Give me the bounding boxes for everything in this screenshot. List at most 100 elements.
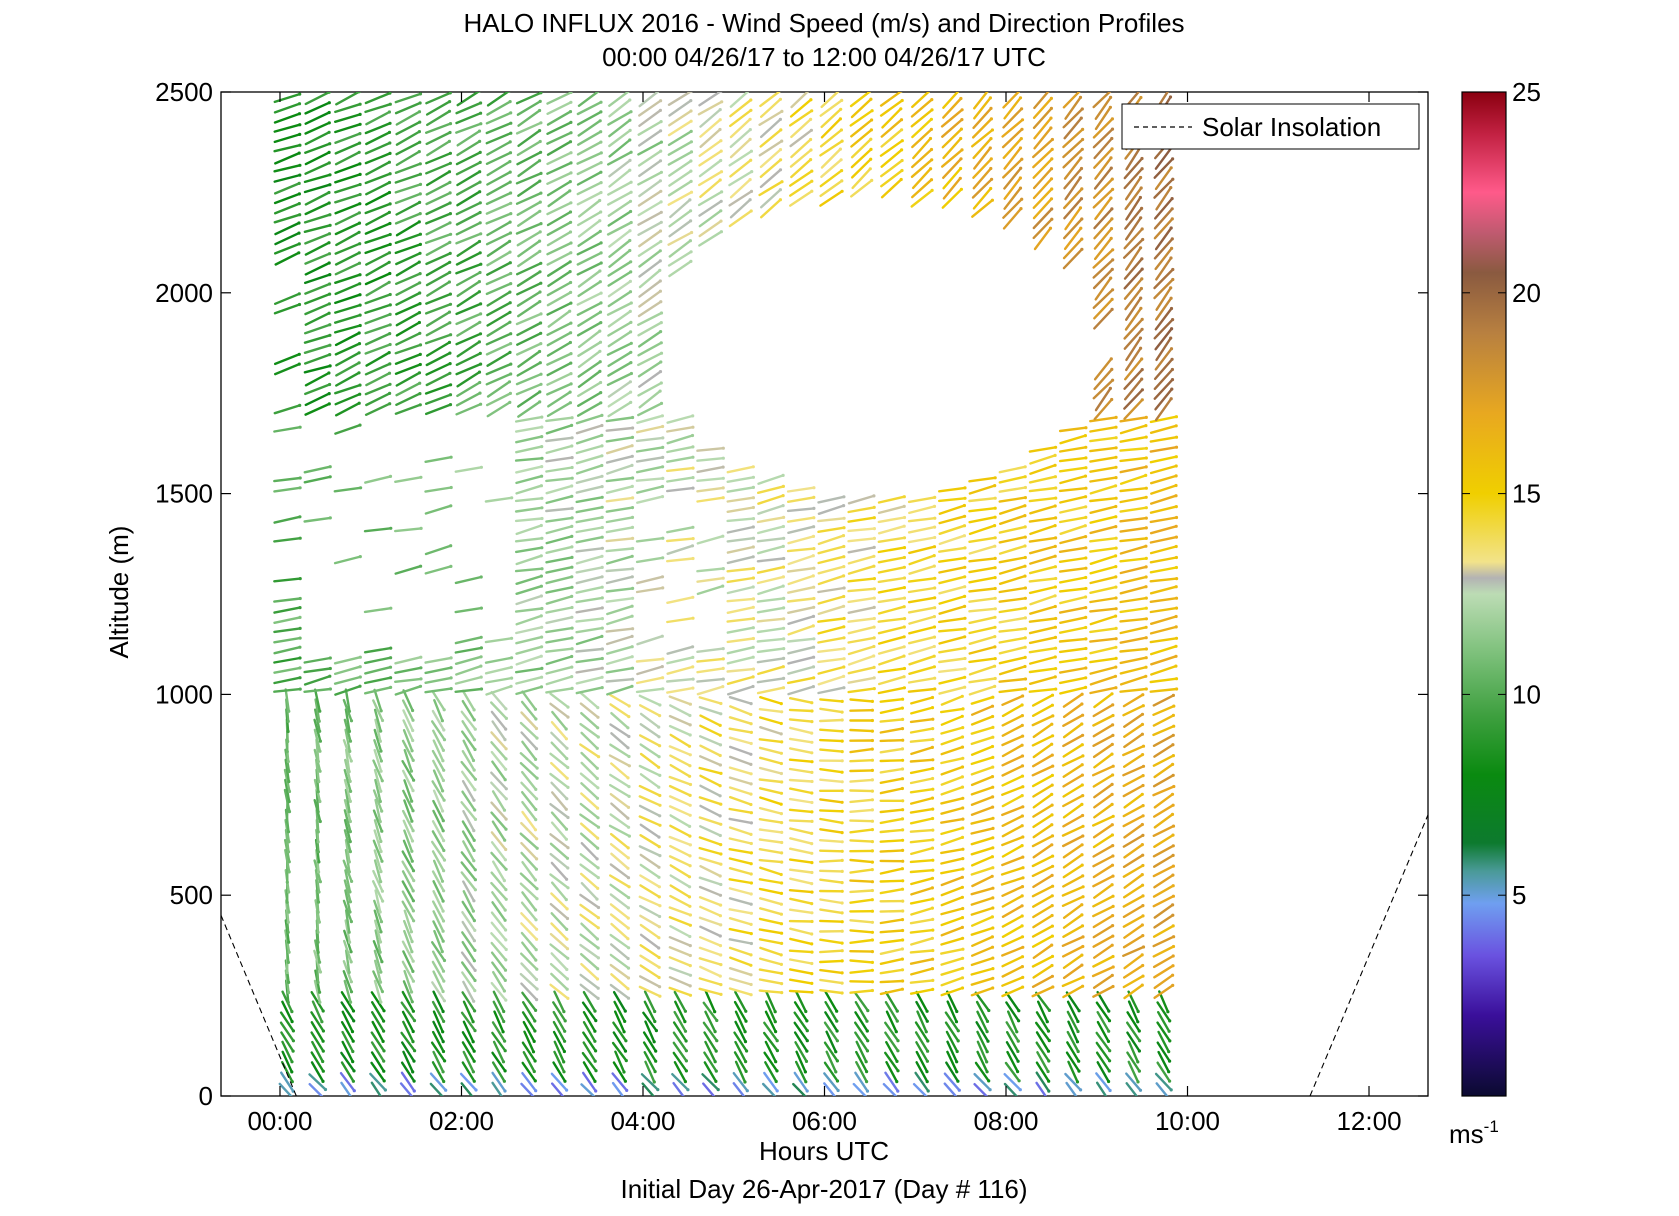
wind-barb-head xyxy=(379,880,383,884)
wind-barb-head xyxy=(628,279,633,283)
wind-barb-head xyxy=(1175,577,1179,581)
wind-barb-head xyxy=(387,371,392,375)
wind-barb xyxy=(432,1020,445,1043)
wind-barb xyxy=(485,151,512,166)
wind-barb xyxy=(998,606,1027,614)
wind-barb xyxy=(370,1081,382,1096)
wind-barb xyxy=(998,636,1027,644)
wind-barb-head xyxy=(1141,693,1145,697)
wind-barb xyxy=(1062,148,1084,169)
wind-barb xyxy=(879,808,904,814)
wind-barb xyxy=(580,842,599,861)
wind-barb-head xyxy=(411,869,416,873)
wind-barb xyxy=(698,219,723,238)
wind-barb xyxy=(1149,436,1178,443)
wind-barb-head xyxy=(1169,86,1172,89)
wind-barb-head xyxy=(1049,116,1053,120)
wind-barb-head xyxy=(1174,606,1179,610)
wind-barb xyxy=(908,505,936,515)
wind-barb-head xyxy=(626,937,630,941)
wind-barb xyxy=(553,1050,566,1074)
wind-barb xyxy=(343,799,352,823)
wind-barb-head xyxy=(870,729,875,733)
wind-barb xyxy=(666,486,695,493)
wind-barb-head xyxy=(1171,853,1175,858)
wind-barb xyxy=(606,635,634,646)
wind-barb-head xyxy=(448,321,452,325)
wind-barb xyxy=(1122,704,1145,717)
wind-barb-head xyxy=(418,182,423,186)
wind-barb xyxy=(819,859,844,863)
wind-barb xyxy=(1123,823,1144,839)
wind-barb-head xyxy=(1023,525,1027,529)
wind-barb-head xyxy=(931,928,935,932)
wind-barb-head xyxy=(749,902,753,906)
wind-barb xyxy=(877,566,906,574)
wind-barb-head xyxy=(687,895,692,899)
wind-barb xyxy=(1095,1001,1111,1022)
wind-barb-head xyxy=(714,1049,718,1053)
wind-barb-head xyxy=(1111,733,1115,738)
wind-barb-head xyxy=(599,190,603,195)
wind-barb-head xyxy=(411,728,415,733)
wind-barb xyxy=(334,141,361,155)
wind-barb xyxy=(855,1040,868,1063)
wind-barb xyxy=(1001,955,1024,968)
wind-barb xyxy=(696,486,725,493)
wind-barb-head xyxy=(774,1060,778,1064)
wind-barb-head xyxy=(749,911,754,915)
wind-barb xyxy=(365,211,391,226)
wind-barb-head xyxy=(779,922,784,926)
wind-barb-head xyxy=(870,828,875,832)
wind-barb xyxy=(485,191,512,206)
wind-barb-head xyxy=(900,957,905,961)
wind-barb-head xyxy=(569,161,573,165)
wind-barb-head xyxy=(751,536,756,540)
wind-barb xyxy=(726,555,755,565)
wind-barb-head xyxy=(448,191,452,195)
wind-barb-head xyxy=(775,1069,779,1073)
wind-barb-head xyxy=(870,738,875,743)
wind-barb xyxy=(940,876,964,887)
wind-barb xyxy=(1032,197,1053,220)
wind-barb xyxy=(546,161,573,175)
wind-barb xyxy=(1058,637,1088,643)
wind-barb xyxy=(758,917,783,925)
wind-barb xyxy=(284,758,290,783)
wind-barb xyxy=(971,128,994,148)
wind-barb-head xyxy=(1139,186,1143,190)
wind-barb-head xyxy=(298,213,302,217)
wind-barb-head xyxy=(318,799,322,804)
wind-barb-head xyxy=(719,771,723,776)
wind-barb-head xyxy=(389,676,393,680)
wind-barb-head xyxy=(779,158,783,162)
wind-barb-head xyxy=(810,709,814,713)
wind-barb-head xyxy=(1054,646,1058,650)
wind-barb xyxy=(343,979,352,1004)
wind-barb xyxy=(612,1031,627,1053)
wind-barb xyxy=(1149,474,1178,485)
wind-barb xyxy=(819,938,844,945)
wind-barb xyxy=(849,919,874,924)
wind-barb-head xyxy=(1080,913,1084,917)
wind-barb xyxy=(432,880,445,903)
wind-barb xyxy=(516,140,542,157)
wind-barb xyxy=(425,292,452,305)
wind-barb xyxy=(1028,545,1057,555)
wind-barb-head xyxy=(1172,784,1176,789)
wind-barb-head xyxy=(779,953,783,957)
wind-barb-head xyxy=(895,1009,899,1013)
wind-barb-head xyxy=(448,221,452,225)
wind-barb xyxy=(643,1000,656,1023)
wind-barb-head xyxy=(963,627,967,631)
wind-barb xyxy=(1123,357,1143,381)
wind-barb xyxy=(667,140,693,156)
wind-barb xyxy=(940,967,964,976)
wind-barb-head xyxy=(691,425,695,429)
wind-barb xyxy=(849,109,874,127)
wind-barb xyxy=(1061,825,1085,837)
wind-barb xyxy=(575,434,603,445)
wind-barb-head xyxy=(989,186,993,191)
wind-barb-head xyxy=(810,961,814,966)
wind-barb xyxy=(1119,456,1148,463)
